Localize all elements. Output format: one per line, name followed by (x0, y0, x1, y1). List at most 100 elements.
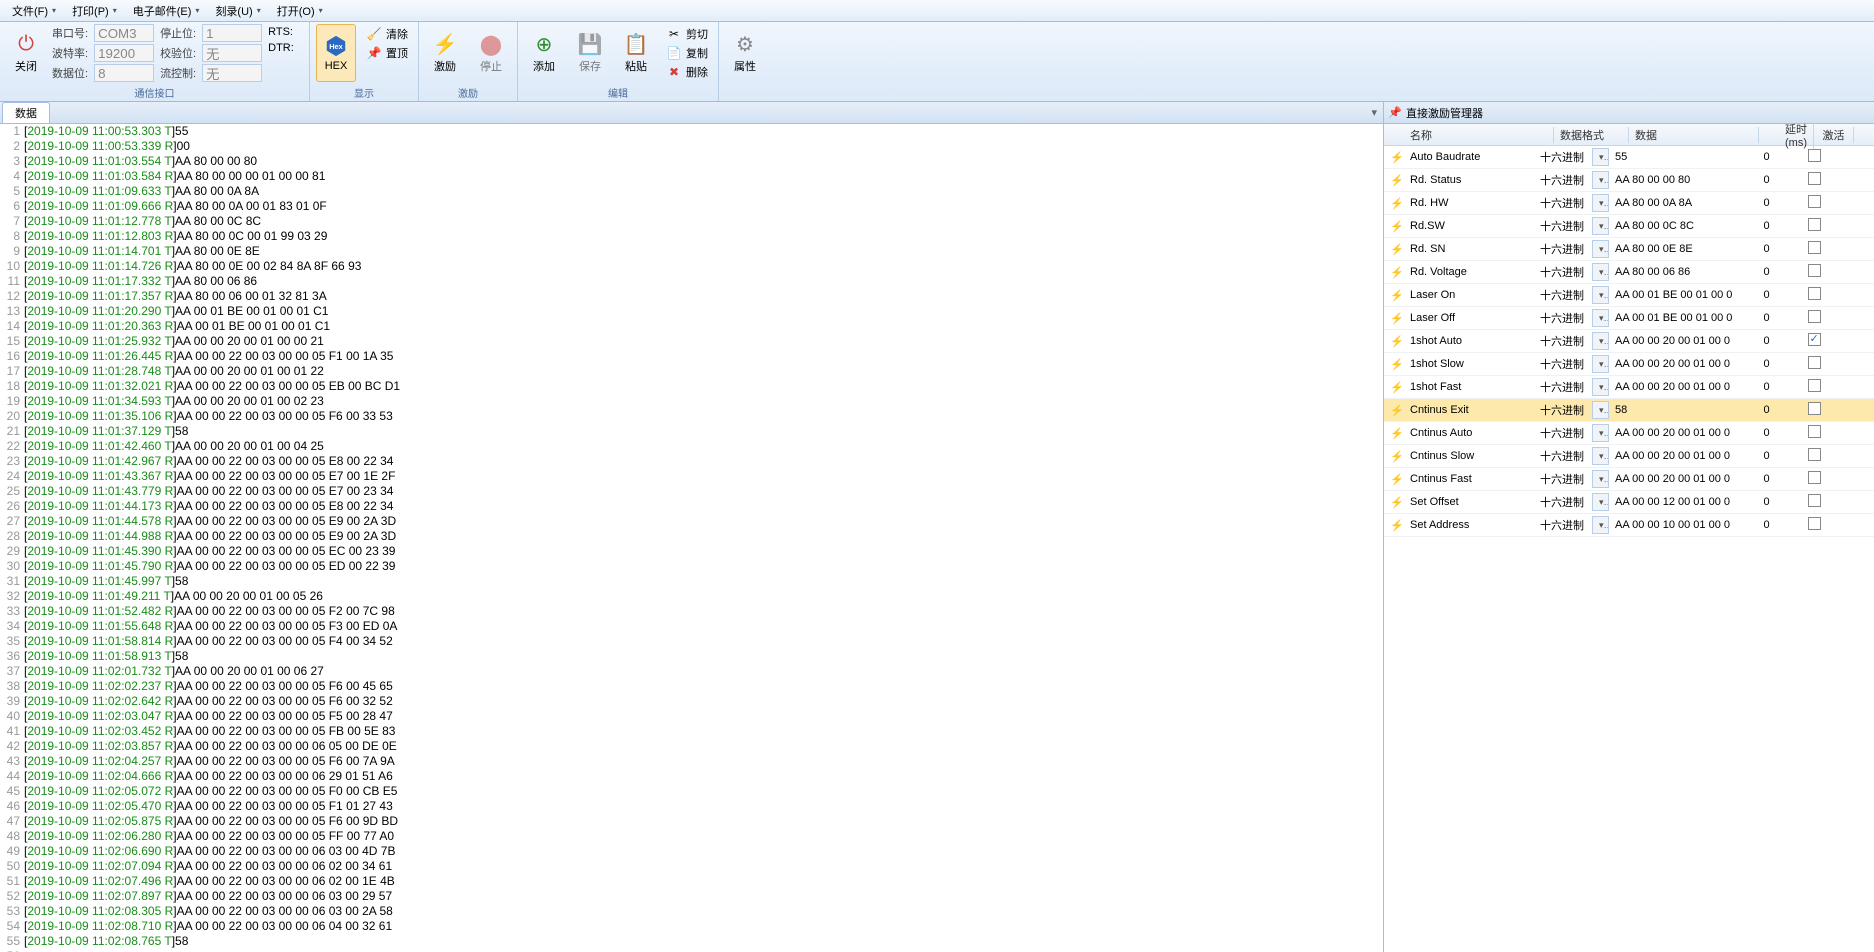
col-active[interactable]: 激活 (1814, 127, 1854, 143)
stop-input[interactable] (202, 24, 262, 42)
stim-row[interactable]: ⚡Rd. HW十六进制▾AA 80 00 0A 8A0 (1384, 192, 1874, 215)
delete-button[interactable]: ✖删除 (662, 62, 712, 81)
menu-item[interactable]: 打开(O)▾ (269, 3, 331, 19)
stim-row[interactable]: ⚡1shot Fast十六进制▾AA 00 00 20 00 01 00 00 (1384, 376, 1874, 399)
stim-button[interactable]: ⚡ 激励 (425, 24, 465, 82)
fmt-dropdown[interactable]: ▾ (1592, 263, 1609, 281)
stim-row[interactable]: ⚡Set Address十六进制▾AA 00 00 10 00 01 00 00 (1384, 514, 1874, 537)
top-button[interactable]: 📌置顶 (362, 43, 412, 62)
copy-button[interactable]: 📄复制 (662, 43, 712, 62)
col-data[interactable]: 数据 (1629, 127, 1759, 143)
hex-button[interactable]: Hex HEX (316, 24, 356, 82)
save-button[interactable]: 💾 保存 (570, 24, 610, 82)
stim-row[interactable]: ⚡Cntinus Fast十六进制▾AA 00 00 20 00 01 00 0… (1384, 468, 1874, 491)
menu-item[interactable]: 电子邮件(E)▾ (125, 3, 208, 19)
add-button[interactable]: ⊕ 添加 (524, 24, 564, 82)
tab-data[interactable]: 数据 (2, 102, 50, 123)
stim-active[interactable] (1794, 287, 1834, 303)
stim-active[interactable] (1794, 517, 1834, 533)
props-button[interactable]: ⚙ 属性 (725, 24, 765, 82)
tab-dropdown[interactable]: ▾ (1365, 106, 1383, 119)
stim-row[interactable]: ⚡Rd.SW十六进制▾AA 80 00 0C 8C0 (1384, 215, 1874, 238)
stim-row[interactable]: ⚡Set Offset十六进制▾AA 00 00 12 00 01 00 00 (1384, 491, 1874, 514)
stim-row[interactable]: ⚡Rd. SN十六进制▾AA 80 00 0E 8E0 (1384, 238, 1874, 261)
stim-active[interactable] (1794, 494, 1834, 510)
clear-button[interactable]: 🧹清除 (362, 24, 412, 43)
stim-row[interactable]: ⚡Rd. Voltage十六进制▾AA 80 00 06 860 (1384, 261, 1874, 284)
fmt-dropdown[interactable]: ▾ (1592, 240, 1609, 258)
cut-button[interactable]: ✂剪切 (662, 24, 712, 43)
checkbox[interactable] (1808, 379, 1821, 392)
flow-input[interactable] (202, 64, 262, 82)
parity-input[interactable] (202, 44, 262, 62)
stim-active[interactable] (1794, 402, 1834, 418)
stim-active[interactable] (1794, 310, 1834, 326)
checkbox[interactable] (1808, 195, 1821, 208)
close-button[interactable]: ⏻ 关闭 (6, 24, 46, 82)
stim-row[interactable]: ⚡1shot Auto十六进制▾AA 00 00 20 00 01 00 00 (1384, 330, 1874, 353)
port-input[interactable] (94, 24, 154, 42)
fmt-dropdown[interactable]: ▾ (1592, 148, 1609, 166)
fmt-dropdown[interactable]: ▾ (1592, 309, 1609, 327)
fmt-dropdown[interactable]: ▾ (1592, 470, 1609, 488)
checkbox[interactable] (1808, 448, 1821, 461)
stim-row[interactable]: ⚡Cntinus Exit十六进制▾580 (1384, 399, 1874, 422)
checkbox[interactable] (1808, 241, 1821, 254)
checkbox[interactable] (1808, 402, 1821, 415)
col-fmt[interactable]: 数据格式 (1554, 127, 1629, 143)
stim-row[interactable]: ⚡Auto Baudrate十六进制▾550 (1384, 146, 1874, 169)
col-delay[interactable]: 延时(ms) (1759, 121, 1814, 149)
fmt-dropdown[interactable]: ▾ (1592, 171, 1609, 189)
stim-row[interactable]: ⚡Laser On十六进制▾AA 00 01 BE 00 01 00 00 (1384, 284, 1874, 307)
fmt-dropdown[interactable]: ▾ (1592, 217, 1609, 235)
paste-button[interactable]: 📋 粘贴 (616, 24, 656, 82)
stim-active[interactable] (1794, 149, 1834, 165)
checkbox[interactable] (1808, 425, 1821, 438)
fmt-dropdown[interactable]: ▾ (1592, 401, 1609, 419)
stim-row[interactable]: ⚡Rd. Status十六进制▾AA 80 00 00 800 (1384, 169, 1874, 192)
stim-active[interactable] (1794, 241, 1834, 257)
checkbox[interactable] (1808, 264, 1821, 277)
col-name[interactable]: 名称 (1404, 127, 1554, 143)
fmt-dropdown[interactable]: ▾ (1592, 286, 1609, 304)
stim-active[interactable] (1794, 356, 1834, 372)
baud-input[interactable] (94, 44, 154, 62)
fmt-dropdown[interactable]: ▾ (1592, 194, 1609, 212)
menu-item[interactable]: 打印(P)▾ (64, 3, 125, 19)
fmt-dropdown[interactable]: ▾ (1592, 424, 1609, 442)
menu-item[interactable]: 文件(F)▾ (4, 3, 64, 19)
stim-row[interactable]: ⚡Cntinus Slow十六进制▾AA 00 00 20 00 01 00 0… (1384, 445, 1874, 468)
checkbox[interactable] (1808, 172, 1821, 185)
stim-active[interactable] (1794, 172, 1834, 188)
stim-active[interactable] (1794, 425, 1834, 441)
stop-button[interactable]: ⬤ 停止 (471, 24, 511, 82)
checkbox[interactable] (1808, 517, 1821, 530)
checkbox[interactable] (1808, 333, 1821, 346)
fmt-dropdown[interactable]: ▾ (1592, 447, 1609, 465)
stim-row[interactable]: ⚡Laser Off十六进制▾AA 00 01 BE 00 01 00 00 (1384, 307, 1874, 330)
fmt-dropdown[interactable]: ▾ (1592, 493, 1609, 511)
checkbox[interactable] (1808, 287, 1821, 300)
fmt-dropdown[interactable]: ▾ (1592, 332, 1609, 350)
checkbox[interactable] (1808, 471, 1821, 484)
fmt-dropdown[interactable]: ▾ (1592, 355, 1609, 373)
checkbox[interactable] (1808, 149, 1821, 162)
databits-input[interactable] (94, 64, 154, 82)
checkbox[interactable] (1808, 356, 1821, 369)
stim-row[interactable]: ⚡1shot Slow十六进制▾AA 00 00 20 00 01 00 00 (1384, 353, 1874, 376)
menu-item[interactable]: 刻录(U)▾ (207, 3, 268, 19)
stim-active[interactable] (1794, 264, 1834, 280)
fmt-dropdown[interactable]: ▾ (1592, 378, 1609, 396)
fmt-dropdown[interactable]: ▾ (1592, 516, 1609, 534)
stim-row[interactable]: ⚡Cntinus Auto十六进制▾AA 00 00 20 00 01 00 0… (1384, 422, 1874, 445)
stim-active[interactable] (1794, 471, 1834, 487)
checkbox[interactable] (1808, 494, 1821, 507)
pushpin-icon[interactable]: 📌 (1388, 106, 1402, 120)
stim-active[interactable] (1794, 195, 1834, 211)
stim-active[interactable] (1794, 379, 1834, 395)
checkbox[interactable] (1808, 310, 1821, 323)
log-area[interactable]: 1[2019-10-09 11:00:53.303 T]552[2019-10-… (0, 124, 1383, 952)
stim-active[interactable] (1794, 218, 1834, 234)
checkbox[interactable] (1808, 218, 1821, 231)
stim-active[interactable] (1794, 333, 1834, 349)
